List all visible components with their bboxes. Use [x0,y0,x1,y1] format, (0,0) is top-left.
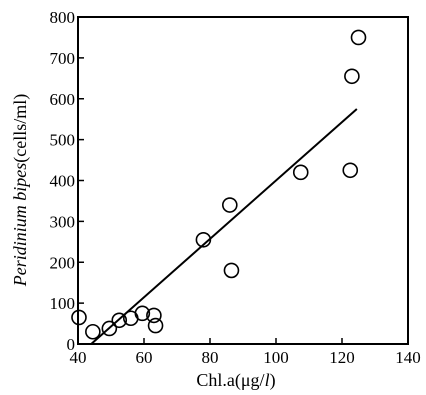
y-axis-title: Peridinium bipes(cells/ml) [10,94,31,287]
data-point [350,29,367,46]
data-point [147,317,164,334]
svg-text:Peridinium bipes(cells/ml): Peridinium bipes(cells/ml) [10,94,31,287]
x-tick-label: 120 [329,348,355,367]
y-tick-label: 500 [50,131,76,150]
y-tick-label: 300 [50,212,76,231]
data-point [292,164,309,181]
y-tick-label: 700 [50,49,76,68]
y-tick-label: 400 [50,172,76,191]
x-tick-label: 80 [202,348,219,367]
x-tick-label: 140 [395,348,421,367]
y-axis-title-italic: Peridinium bipes [10,163,30,288]
x-tick-label: 60 [136,348,153,367]
data-point [344,68,360,85]
y-tick-label: 0 [67,335,76,354]
data-point [111,312,128,329]
regression-line [90,108,358,345]
data-point [134,305,151,322]
data-point [223,262,240,279]
data-point [195,231,212,248]
data-point [146,307,162,324]
data-point [342,162,359,179]
data-point [85,323,101,340]
x-axis-title: Chl.a(μg/l) [196,370,275,391]
x-tick-label: 100 [263,348,289,367]
y-tick-label: 200 [50,253,76,272]
y-tick-label: 100 [50,294,76,313]
y-tick-label: 600 [50,90,76,109]
x-axis-title-close: ) [270,370,276,391]
x-axis-title-main: Chl.a(μg/ [196,370,264,391]
svg-text:Chl.a(μg/l): Chl.a(μg/l) [196,370,275,391]
x-axis-title-italic: l [265,370,270,390]
plot-frame [77,16,409,345]
x-tick-label: 40 [70,348,87,367]
y-tick-label: 800 [50,8,76,27]
data-point [222,197,238,213]
data-point [71,309,87,326]
y-axis-title-unit: (cells/ml) [10,94,31,163]
data-point [101,320,118,337]
